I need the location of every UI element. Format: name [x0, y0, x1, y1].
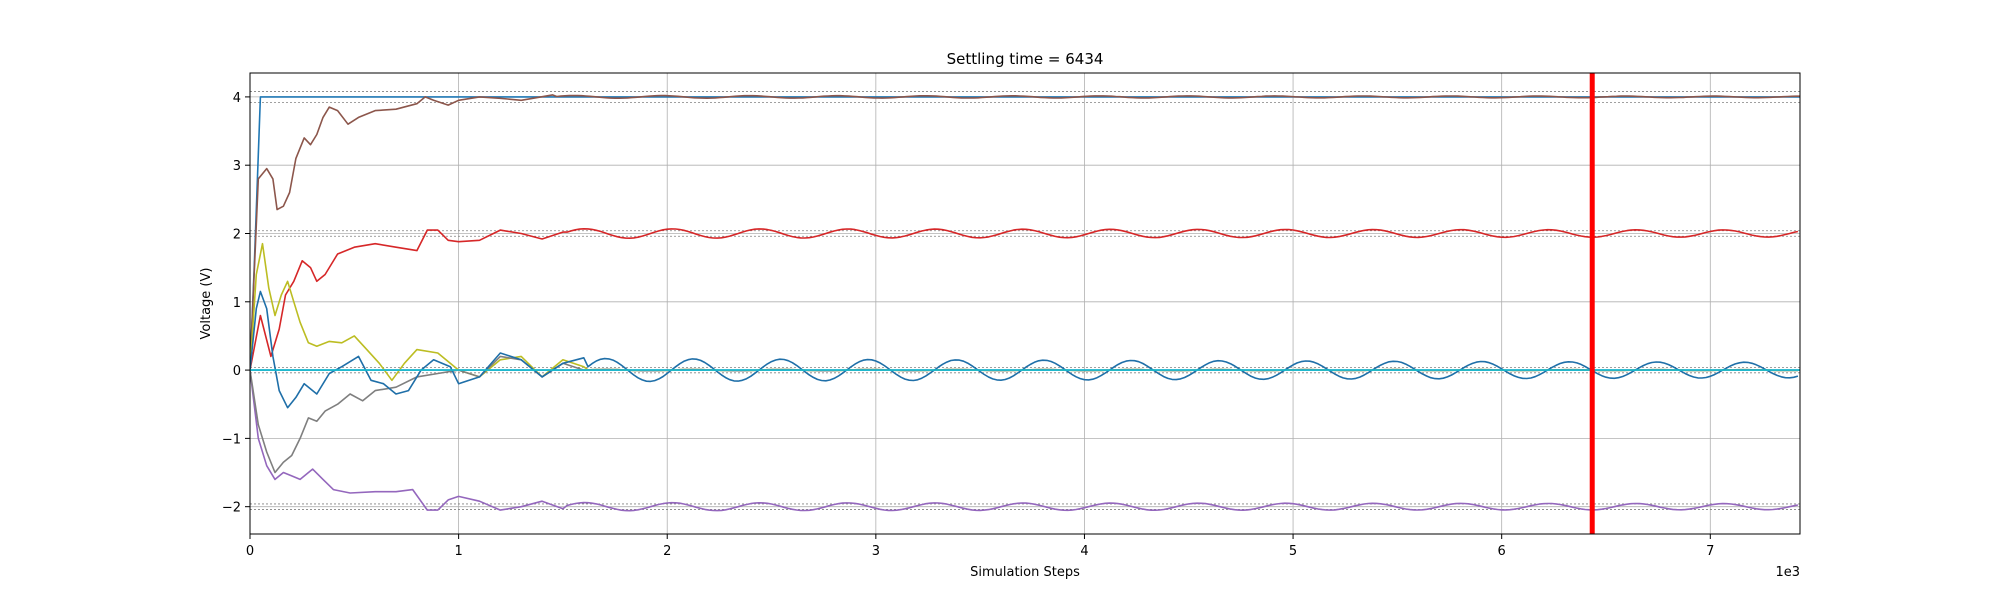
x-tick-label: 6 — [1498, 544, 1506, 559]
x-axis-label: Simulation Steps — [970, 565, 1080, 580]
x-tick-label: 7 — [1706, 544, 1714, 559]
y-tick-label: 3 — [233, 159, 241, 174]
x-tick-label: 0 — [246, 544, 254, 559]
chart-title: Settling time = 6434 — [947, 50, 1104, 68]
x-tick-label: 1 — [454, 544, 462, 559]
y-tick-label: −1 — [222, 432, 241, 447]
axis-ticks: 0 1 2 3 4 5 6 7 −2 −1 0 1 2 3 4 — [222, 91, 1715, 559]
x-axis-offset-label: 1e3 — [1775, 565, 1800, 580]
y-tick-label: −2 — [222, 501, 241, 516]
series-line-4 — [250, 228, 1799, 371]
y-tick-label: 1 — [233, 296, 241, 311]
x-tick-label: 4 — [1080, 544, 1088, 559]
y-tick-label: 2 — [233, 227, 241, 242]
y-tick-label: 0 — [233, 364, 241, 379]
x-tick-label: 3 — [872, 544, 880, 559]
series-line-8 — [250, 290, 1799, 409]
y-tick-label: 4 — [233, 91, 241, 106]
x-tick-label: 2 — [663, 544, 671, 559]
series-line-5 — [250, 370, 1799, 512]
series-line-3 — [250, 94, 1800, 371]
series-lines — [250, 94, 1800, 512]
plot-frame — [249, 72, 1801, 535]
y-axis-label: Voltage (V) — [199, 268, 214, 340]
x-tick-label: 5 — [1289, 544, 1297, 559]
